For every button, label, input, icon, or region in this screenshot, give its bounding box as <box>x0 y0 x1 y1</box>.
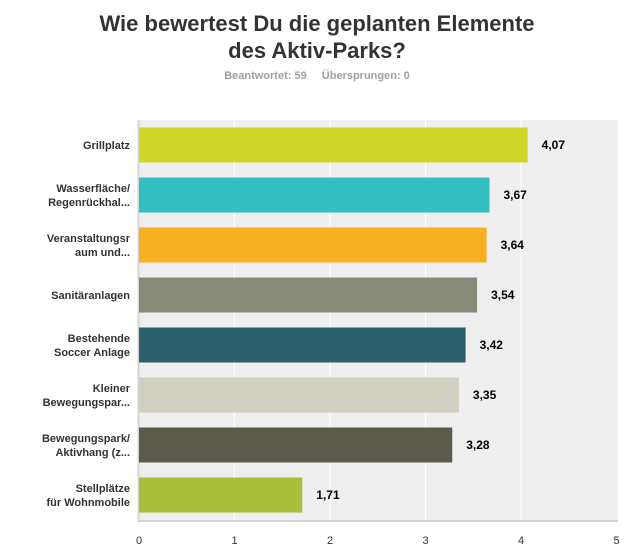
bar <box>139 227 487 263</box>
category-label-line: Kleiner <box>93 383 131 395</box>
category-label-line: Sanitäranlagen <box>51 290 130 302</box>
category-label-line: Bewegungspar... <box>43 397 130 409</box>
response-stats: Beantwortet: 59 Übersprungen: 0 <box>0 70 634 82</box>
bar-value-label: 3,28 <box>466 438 490 452</box>
chart-title-line-1: Wie bewertest Du die geplanten Elemente <box>99 11 535 36</box>
chart-title: Wie bewertest Du die geplanten Elemente … <box>0 10 634 64</box>
x-tick-label: 3 <box>422 535 428 547</box>
bar-value-label: 4,07 <box>542 138 566 152</box>
bar <box>139 377 459 413</box>
bar <box>139 327 466 363</box>
category-label-line: Grillplatz <box>83 140 131 152</box>
category-label-line: aum und... <box>75 247 130 259</box>
skipped-count: Übersprungen: 0 <box>321 70 410 82</box>
category-label: Wasserfläche/Regenrückhal... <box>48 183 130 209</box>
category-label-line: Bewegungspark/ <box>42 433 130 445</box>
category-label-line: Regenrückhal... <box>48 197 130 209</box>
category-label: Bewegungspark/Aktivhang (z... <box>42 433 130 459</box>
category-label: Stellplätze für Wohnmobile <box>46 483 130 509</box>
bar <box>139 427 453 463</box>
bar <box>139 277 478 313</box>
x-tick-label: 4 <box>518 535 524 547</box>
bar-value-label: 3,35 <box>473 388 497 402</box>
category-label: Sanitäranlagen <box>51 290 130 302</box>
category-label-line: Aktivhang (z... <box>55 447 130 459</box>
category-label-line: Soccer Anlage <box>54 347 130 359</box>
bar-value-label: 1,71 <box>316 488 340 502</box>
category-label-line: Stellplätze <box>76 483 130 495</box>
bar-value-label: 3,54 <box>491 288 515 302</box>
bar-value-label: 3,42 <box>480 338 504 352</box>
bar <box>139 127 528 163</box>
category-label-line: Veranstaltungsr <box>47 233 131 245</box>
category-label: Grillplatz <box>83 140 131 152</box>
category-label: Kleiner Bewegungspar... <box>43 383 131 409</box>
category-label: Bestehende Soccer Anlage <box>54 333 130 359</box>
bar-value-label: 3,64 <box>501 238 525 252</box>
bar-value-label: 3,67 <box>503 188 527 202</box>
category-label: Veranstaltungsr aum und... <box>47 233 131 259</box>
x-tick-label: 2 <box>327 535 333 547</box>
category-label-line: für Wohnmobile <box>46 497 130 509</box>
category-label-line: Wasserfläche/ <box>56 183 130 195</box>
x-tick-label: 0 <box>136 535 142 547</box>
category-label-line: Bestehende <box>68 333 130 345</box>
chart-title-line-2: des Aktiv-Parks? <box>228 38 406 63</box>
bar <box>139 477 303 513</box>
bar <box>139 177 490 213</box>
answered-count: Beantwortet: 59 <box>224 70 307 82</box>
x-tick-label: 5 <box>613 535 619 547</box>
x-tick-label: 1 <box>231 535 237 547</box>
